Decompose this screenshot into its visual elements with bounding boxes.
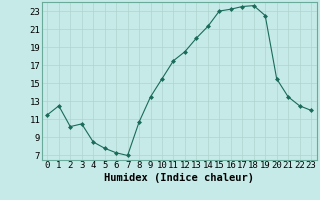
X-axis label: Humidex (Indice chaleur): Humidex (Indice chaleur) xyxy=(104,173,254,183)
